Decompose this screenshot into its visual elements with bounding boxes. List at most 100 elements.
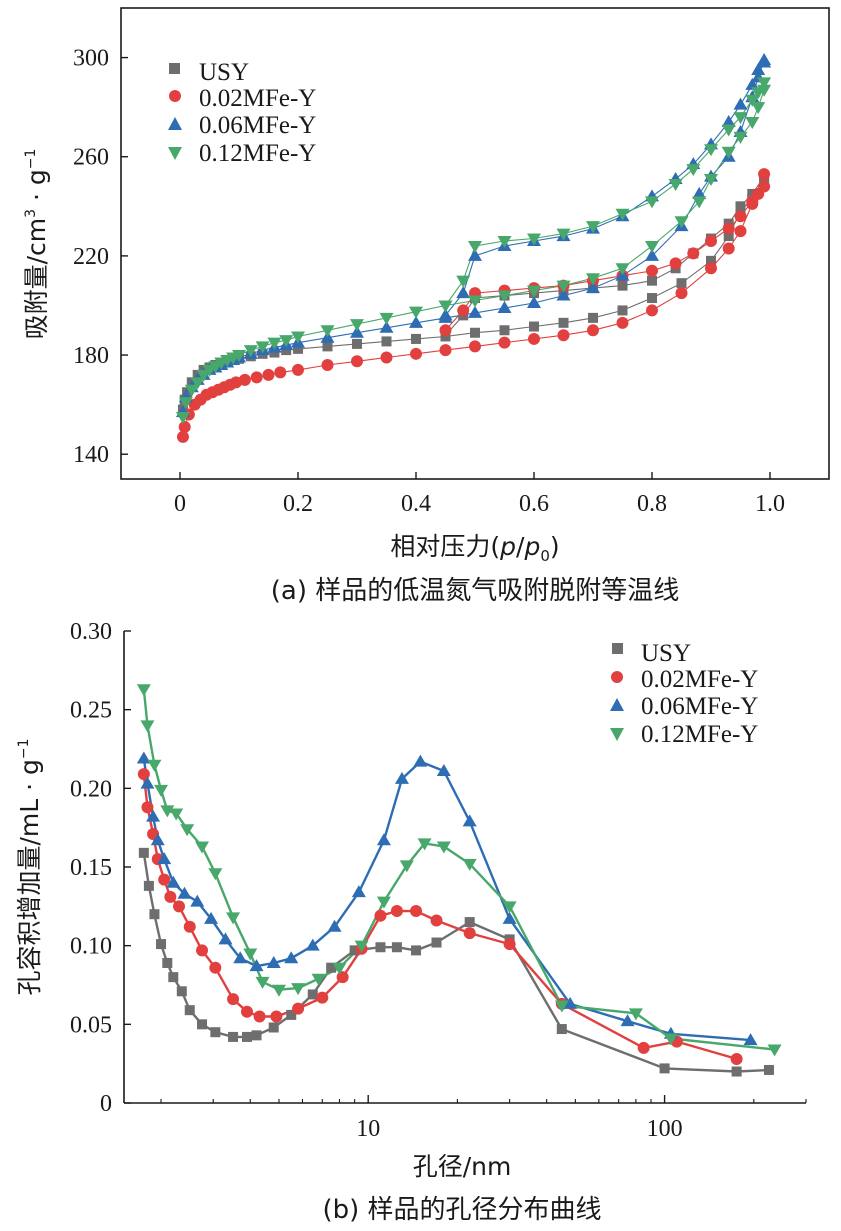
data-point-a-0 [352,338,362,349]
data-point-a-3 [615,263,630,276]
data-point-a-2 [456,286,471,299]
legend-label-012mfe-b: 0.12MFe-Y [641,721,758,748]
data-point-a-0 [676,278,687,289]
data-point-a-3 [178,397,193,410]
series-line-a-1-desorption [445,186,765,331]
legend-label-usy: USY [199,59,249,86]
data-point-b-2 [743,1033,758,1046]
data-point-a-1 [705,262,717,275]
data-point-b-2 [436,764,451,777]
data-point-a-1 [734,210,747,223]
data-point-a-2 [757,55,772,68]
data-point-b-0 [763,1064,774,1075]
x-axis-label-a: 相对压力(p/p0) [390,532,559,565]
data-point-a-0 [647,275,657,286]
data-point-b-0 [268,1022,279,1033]
data-point-b-2 [327,919,342,932]
x-tick-label-a: 0.6 [519,491,549,517]
data-point-a-1 [321,358,334,371]
data-point-a-3 [674,216,689,229]
data-point-a-1 [469,340,481,353]
data-point-a-3 [745,117,760,130]
data-point-b-3 [436,841,451,854]
data-point-a-3 [291,331,305,344]
data-point-b-0 [143,880,154,891]
ticks-b: 10 100 0 0.05 0.10 0.15 0.20 0.25 0.30 [70,619,807,1142]
data-point-b-2 [136,751,151,764]
caption-a: (a) 样品的低温氮气吸附脱附等温线 [271,576,680,606]
data-point-b-0 [286,1009,297,1020]
data-point-b-0 [156,939,167,950]
data-point-a-3 [497,236,512,249]
data-point-a-3 [733,112,748,125]
data-point-b-0 [326,962,337,973]
data-point-a-2 [468,305,482,318]
data-point-a-1 [380,351,393,364]
data-point-b-1 [503,938,516,951]
data-point-a-1 [616,316,629,329]
data-point-a-3 [645,240,659,253]
legend-marker-006mfe-b [610,698,624,711]
data-point-a-3 [409,306,423,319]
data-point-a-3 [255,341,270,354]
data-point-b-1 [196,944,209,957]
data-point-b-2 [351,885,366,898]
data-point-b-1 [227,993,240,1006]
legend-marker-002mfe-b [611,671,623,683]
data-point-b-1 [253,1010,266,1023]
data-point-b-3 [255,976,270,989]
data-point-a-3 [196,369,211,382]
data-point-a-1 [587,324,599,337]
data-point-a-0 [617,280,628,291]
data-point-a-0 [723,231,734,242]
data-point-a-3 [615,208,630,221]
data-point-a-3 [721,146,736,159]
data-point-b-1 [141,801,154,814]
series-line-a-2-desorption [445,62,765,316]
y-tick-label-b: 0.05 [70,1012,112,1038]
data-point-a-2 [438,308,453,321]
data-point-b-3 [154,784,169,797]
data-point-b-2 [177,886,192,899]
data-point-b-3 [417,838,432,851]
data-point-b-2 [394,771,409,784]
data-point-b-0 [659,1063,670,1074]
x-tick-label-a: 0.2 [283,491,313,517]
data-point-a-2 [409,315,423,328]
data-point-b-3 [399,860,414,873]
legend-marker-002mfe [169,90,181,102]
data-point-a-3 [692,196,707,209]
data-point-a-2 [733,97,748,110]
data-point-b-0 [375,942,386,953]
data-point-a-1 [646,264,658,277]
data-point-a-3 [751,87,766,100]
data-point-b-1 [637,1041,650,1054]
series-markers-b [136,684,782,1077]
data-point-a-1 [178,420,191,433]
data-point-a-3 [243,345,258,358]
data-point-b-2 [249,959,264,972]
data-point-b-0 [197,1019,208,1030]
data-point-b-1 [390,905,403,918]
data-point-b-0 [162,957,173,968]
data-point-a-3 [721,124,736,137]
y-tick-label-a: 260 [73,145,109,171]
data-point-b-3 [243,948,258,961]
data-point-a-1 [439,324,452,337]
data-point-b-0 [251,1030,262,1041]
data-point-a-2 [527,295,541,308]
data-point-b-3 [554,1000,569,1013]
data-point-a-3 [468,240,482,253]
data-point-a-3 [704,174,718,187]
y-tick-label-b: 0 [100,1091,112,1117]
data-point-a-1 [351,355,363,368]
data-point-a-0 [706,255,716,266]
data-point-b-2 [462,814,477,827]
data-point-a-1 [646,304,658,317]
data-point-b-0 [176,986,187,997]
data-point-a-3 [668,179,683,192]
data-point-b-1 [173,900,186,913]
data-point-b-2 [150,833,165,846]
data-point-a-1 [675,287,688,300]
data-point-b-2 [620,1014,635,1027]
